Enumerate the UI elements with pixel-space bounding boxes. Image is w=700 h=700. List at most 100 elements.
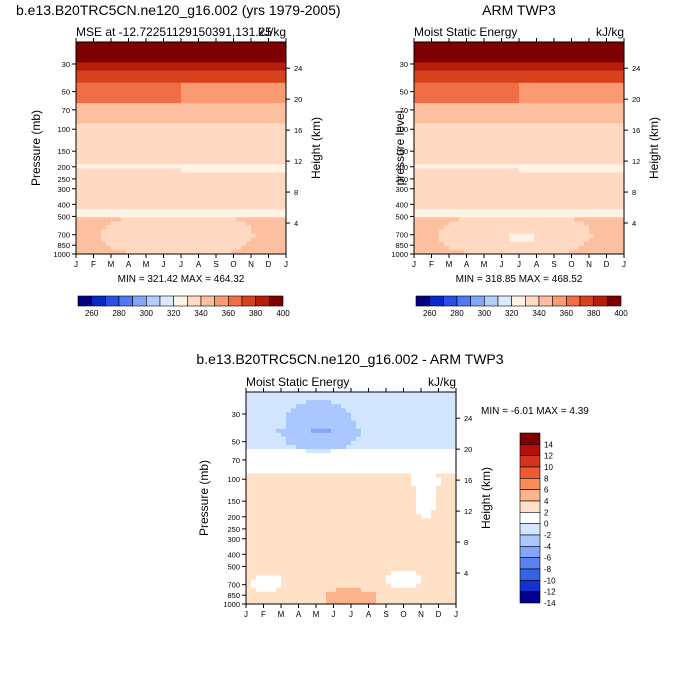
contour-cell	[81, 192, 87, 198]
contour-cell	[414, 119, 420, 124]
contour-cell	[439, 82, 445, 88]
contour-cell	[186, 225, 192, 230]
contour-cell	[251, 392, 257, 397]
contour-cell	[599, 103, 605, 108]
contour-cell	[504, 99, 510, 104]
contour-cell	[211, 103, 217, 108]
contour-cell	[186, 62, 192, 67]
x-tick-label: S	[213, 260, 218, 269]
contour-cell	[261, 493, 267, 499]
contour-cell	[619, 127, 625, 133]
contour-cell	[504, 58, 510, 63]
contour-cell	[549, 168, 555, 173]
contour-cell	[554, 233, 560, 239]
contour-cell	[599, 164, 605, 169]
contour-cell	[614, 111, 620, 116]
contour-cell	[439, 127, 445, 133]
contour-cell	[499, 82, 505, 88]
contour-cell	[81, 119, 87, 124]
contour-cell	[544, 180, 550, 186]
contour-cell	[444, 152, 450, 157]
contour-cell	[499, 78, 505, 84]
contour-cell	[494, 143, 500, 149]
contour-cell	[266, 551, 272, 556]
contour-cell	[266, 522, 272, 527]
contour-cell	[574, 213, 580, 218]
contour-cell	[609, 225, 615, 230]
contour-cell	[434, 237, 440, 243]
contour-cell	[474, 172, 480, 177]
contour-cell	[266, 432, 272, 438]
contour-cell	[76, 86, 82, 92]
contour-cell	[181, 119, 187, 124]
contour-cell	[101, 188, 107, 194]
contour-cell	[266, 221, 272, 226]
contour-cell	[266, 103, 272, 108]
contour-cell	[439, 46, 445, 51]
contour-cell	[211, 196, 217, 202]
contour-cell	[211, 70, 217, 76]
contour-cell	[429, 123, 435, 129]
contour-cell	[266, 510, 272, 515]
contour-cell	[424, 135, 430, 141]
contour-cell	[529, 205, 535, 210]
contour-cell	[271, 213, 277, 218]
contour-cell	[116, 184, 122, 190]
contour-cell	[256, 408, 262, 413]
contour-cell	[226, 46, 232, 51]
contour-cell	[256, 445, 262, 450]
contour-cell	[196, 241, 202, 247]
contour-cell	[171, 74, 177, 80]
contour-cell	[539, 168, 545, 173]
contour-cell	[499, 111, 505, 116]
contour-cell	[271, 86, 277, 92]
contour-cell	[454, 160, 460, 165]
contour-cell	[479, 241, 485, 247]
contour-cell	[86, 107, 92, 112]
contour-cell	[494, 196, 500, 202]
contour-cell	[166, 201, 172, 206]
contour-cell	[281, 526, 287, 532]
contour-cell	[206, 54, 212, 59]
contour-cell	[156, 164, 162, 169]
contour-cell	[176, 78, 182, 84]
contour-cell	[539, 213, 545, 218]
contour-cell	[221, 82, 227, 88]
contour-cell	[281, 498, 287, 503]
contour-cell	[544, 58, 550, 63]
contour-cell	[459, 86, 465, 92]
contour-cell	[116, 58, 122, 63]
contour-cell	[494, 188, 500, 194]
contour-cell	[211, 86, 217, 92]
contour-cell	[216, 164, 222, 169]
contour-cell	[574, 86, 580, 92]
contour-cell	[256, 432, 262, 438]
contour-cell	[549, 103, 555, 108]
contour-cell	[276, 196, 282, 202]
contour-cell	[559, 139, 565, 145]
contour-cell	[106, 188, 112, 194]
contour-cell	[171, 188, 177, 194]
contour-cell	[261, 583, 267, 589]
contour-cell	[256, 555, 262, 560]
contour-cell	[574, 249, 580, 255]
contour-cell	[614, 86, 620, 92]
contour-cell	[251, 530, 257, 536]
contour-cell	[136, 123, 142, 129]
contour-cell	[276, 481, 282, 487]
contour-cell	[534, 233, 540, 239]
contour-cell	[221, 86, 227, 92]
x-tick-label: A	[464, 260, 470, 269]
contour-cell	[509, 111, 515, 116]
contour-cell	[266, 233, 272, 239]
contour-cell	[419, 237, 425, 243]
contour-cell	[599, 188, 605, 194]
contour-cell	[261, 196, 267, 202]
contour-cell	[266, 172, 272, 177]
contour-cell	[574, 131, 580, 137]
contour-cell	[594, 241, 600, 247]
contour-cell	[614, 164, 620, 169]
contour-cell	[81, 90, 87, 96]
contour-cell	[231, 107, 237, 112]
contour-cell	[574, 70, 580, 76]
